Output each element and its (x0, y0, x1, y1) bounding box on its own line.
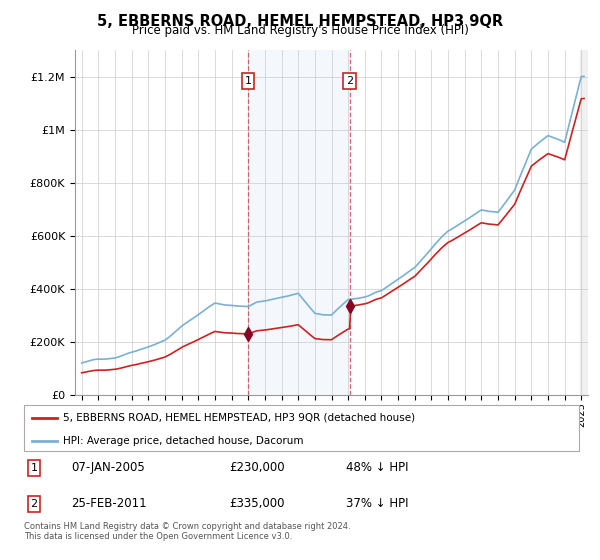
Text: 5, EBBERNS ROAD, HEMEL HEMPSTEAD, HP3 9QR (detached house): 5, EBBERNS ROAD, HEMEL HEMPSTEAD, HP3 9Q… (63, 413, 415, 423)
Text: 5, EBBERNS ROAD, HEMEL HEMPSTEAD, HP3 9QR: 5, EBBERNS ROAD, HEMEL HEMPSTEAD, HP3 9Q… (97, 14, 503, 29)
Text: 2: 2 (346, 76, 353, 86)
Bar (580, 50, 590, 395)
Text: Contains HM Land Registry data © Crown copyright and database right 2024.
This d: Contains HM Land Registry data © Crown c… (24, 522, 350, 542)
Text: £230,000: £230,000 (229, 461, 285, 474)
Text: HPI: Average price, detached house, Dacorum: HPI: Average price, detached house, Daco… (63, 436, 304, 446)
Text: 37% ↓ HPI: 37% ↓ HPI (346, 497, 409, 510)
Bar (248, 50, 350, 395)
Text: 2: 2 (31, 499, 38, 509)
Text: Price paid vs. HM Land Registry's House Price Index (HPI): Price paid vs. HM Land Registry's House … (131, 24, 469, 37)
Bar (580, 50, 590, 395)
Text: 48% ↓ HPI: 48% ↓ HPI (346, 461, 409, 474)
Text: 1: 1 (245, 76, 252, 86)
Text: £335,000: £335,000 (229, 497, 285, 510)
Text: 25-FEB-2011: 25-FEB-2011 (71, 497, 147, 510)
Text: 1: 1 (31, 463, 37, 473)
Text: 07-JAN-2005: 07-JAN-2005 (71, 461, 145, 474)
